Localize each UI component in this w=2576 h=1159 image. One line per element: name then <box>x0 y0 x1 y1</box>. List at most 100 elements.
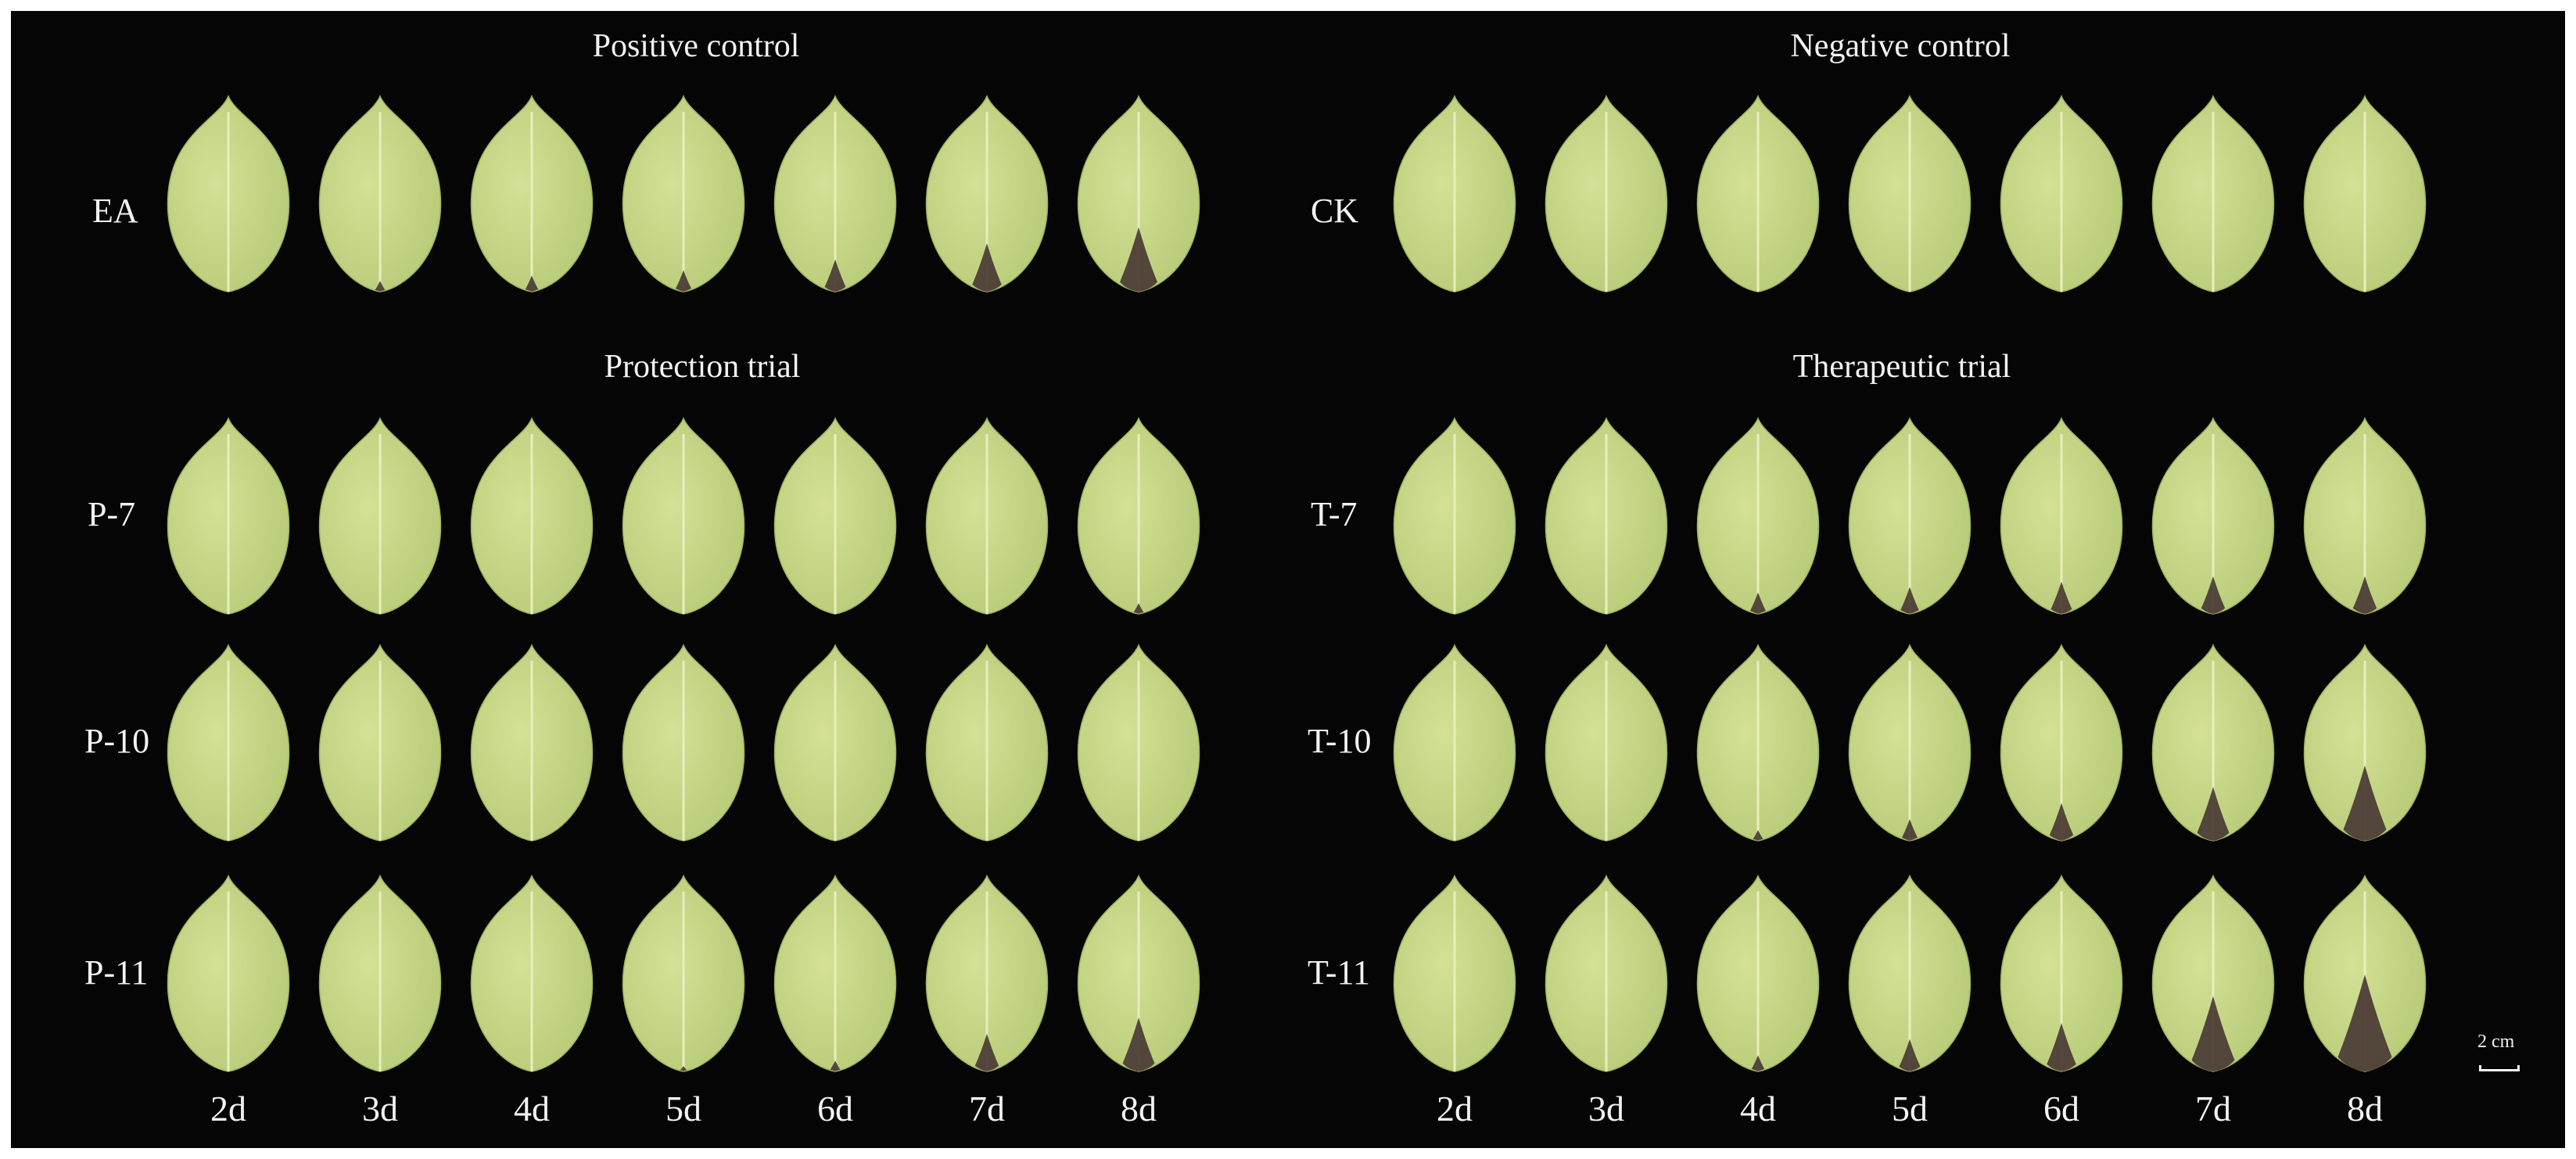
leaf-ea-8d <box>1077 95 1200 292</box>
leaf-p-7-5d <box>622 417 745 615</box>
leaf-t-7-8d <box>2303 417 2427 615</box>
day-label-left-5d: 5d <box>666 1089 701 1128</box>
leaf-lesion <box>525 275 539 292</box>
scale-bar <box>2479 1065 2520 1071</box>
leaf-lesion <box>1751 1055 1765 1071</box>
day-label-left-4d: 4d <box>514 1089 550 1128</box>
leaf-p-11-8d <box>1077 874 1200 1072</box>
row-label-p10: P-10 <box>84 722 150 760</box>
leaf-t-10-3d <box>1545 644 1668 841</box>
day-label-right-5d: 5d <box>1892 1089 1928 1128</box>
leaf-ck-2d <box>1393 95 1516 292</box>
leaf-t-10-7d <box>2151 644 2275 841</box>
section-title-protection-trial: Protection trial <box>604 349 801 385</box>
leaf-p-11-4d <box>470 874 594 1072</box>
leaf-ck-6d <box>2000 95 2123 292</box>
leaf-p-11-2d <box>167 874 290 1072</box>
leaf-lesion <box>1120 227 1157 292</box>
row-label-p7: P-7 <box>88 495 136 533</box>
leaf-ck-3d <box>1545 95 1668 292</box>
scale-bar-label: 2 cm <box>2477 1032 2515 1052</box>
leaf-lesion <box>1902 819 1918 841</box>
leaf-p-10-3d <box>318 644 442 841</box>
leaf-p-7-8d <box>1077 417 1200 615</box>
leaf-t-11-5d <box>1848 874 1971 1072</box>
leaf-p-7-7d <box>925 417 1049 615</box>
day-label-right-3d: 3d <box>1588 1089 1624 1128</box>
leaf-ea-3d <box>318 95 442 292</box>
leaf-ck-5d <box>1848 95 1971 292</box>
day-label-right-8d: 8d <box>2347 1089 2383 1128</box>
day-label-left-3d: 3d <box>362 1089 398 1128</box>
leaf-lesion <box>2191 996 2235 1071</box>
leaf-p-10-2d <box>167 644 290 841</box>
leaf-p-7-2d <box>167 417 290 615</box>
leaf-t-7-3d <box>1545 417 1668 615</box>
leaf-lesion <box>2050 581 2072 614</box>
leaf-lesion <box>1753 830 1763 841</box>
day-label-right-2d: 2d <box>1437 1089 1473 1128</box>
row-label-t11: T-11 <box>1308 953 1370 992</box>
leaf-ea-4d <box>470 95 594 292</box>
leaf-t-7-6d <box>2000 417 2123 615</box>
day-label-right-6d: 6d <box>2043 1089 2079 1128</box>
leaf-t-10-4d <box>1696 644 1820 841</box>
leaf-p-10-8d <box>1077 644 1200 841</box>
day-label-right-7d: 7d <box>2195 1089 2231 1128</box>
leaf-ck-4d <box>1696 95 1820 292</box>
leaf-ck-8d <box>2303 95 2427 292</box>
leaf-t-7-4d <box>1696 417 1820 615</box>
leaf-lesion <box>2197 787 2230 841</box>
leaf-t-11-8d <box>2303 874 2427 1072</box>
leaf-p-10-5d <box>622 644 745 841</box>
row-label-ea: EA <box>92 192 138 230</box>
leaf-p-7-4d <box>470 417 594 615</box>
leaf-t-11-4d <box>1696 874 1820 1072</box>
leaf-t-10-5d <box>1848 644 1971 841</box>
leaf-lesion <box>1900 587 1919 614</box>
leaf-lesion <box>375 281 386 292</box>
leaf-lesion <box>2343 765 2387 841</box>
day-label-right-4d: 4d <box>1740 1089 1776 1128</box>
day-label-left-7d: 7d <box>969 1089 1005 1128</box>
leaf-lesion <box>2352 576 2377 614</box>
leaf-t-7-2d <box>1393 417 1516 615</box>
row-label-p11: P-11 <box>84 953 149 992</box>
row-label-ck: CK <box>1311 192 1359 230</box>
day-label-left-2d: 2d <box>210 1089 246 1128</box>
row-label-t7: T-7 <box>1311 495 1358 533</box>
leaf-p-11-3d <box>318 874 442 1072</box>
leaf-ea-7d <box>925 95 1049 292</box>
leaf-t-10-2d <box>1393 644 1516 841</box>
leaf-lesion <box>830 1060 841 1071</box>
leaf-lesion <box>2049 802 2074 841</box>
leaf-p-10-6d <box>773 644 897 841</box>
leaf-lesion <box>1133 603 1144 614</box>
leaf-p-7-6d <box>773 417 897 615</box>
leaf-ea-6d <box>773 95 897 292</box>
leaf-t-11-7d <box>2151 874 2275 1072</box>
leaf-lesion <box>1750 592 1766 614</box>
leaf-t-11-3d <box>1545 874 1668 1072</box>
leaf-lesion <box>680 1066 687 1071</box>
leaf-ea-5d <box>622 95 745 292</box>
leaf-t-7-5d <box>1848 417 1971 615</box>
leaf-lesion <box>2337 974 2392 1071</box>
leaf-lesion <box>2201 576 2226 614</box>
leaf-t-10-8d <box>2303 644 2427 841</box>
leaf-p-10-4d <box>470 644 594 841</box>
leaf-ea-2d <box>167 95 290 292</box>
row-label-t10: T-10 <box>1308 722 1372 760</box>
leaf-lesion <box>2047 1023 2076 1071</box>
leaf-p-11-6d <box>773 874 897 1072</box>
leaf-p-11-7d <box>925 874 1049 1072</box>
section-title-therapeutic-trial: Therapeutic trial <box>1792 349 2011 385</box>
leaf-lesion <box>974 1033 999 1071</box>
leaf-ck-7d <box>2151 95 2275 292</box>
leaf-t-7-7d <box>2151 417 2275 615</box>
leaf-t-10-6d <box>2000 644 2123 841</box>
leaf-lesion <box>824 259 846 292</box>
leaf-lesion <box>676 270 691 292</box>
leaf-t-11-6d <box>2000 874 2123 1072</box>
